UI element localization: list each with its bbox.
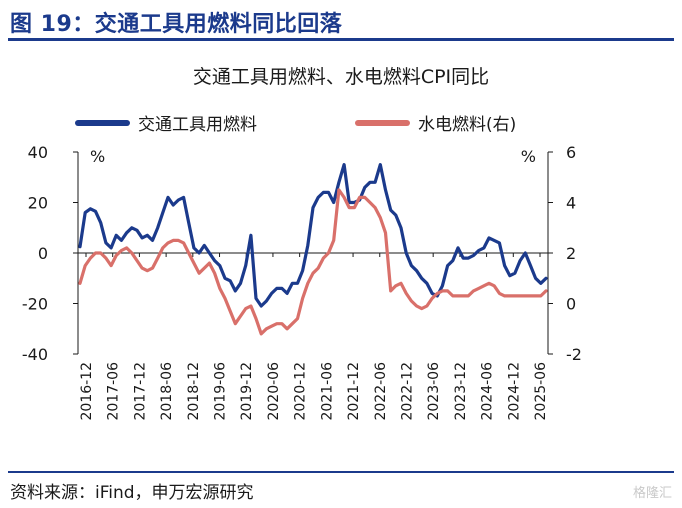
x-tick-label: 2023-12: [453, 362, 469, 421]
legend: 交通工具用燃料 水电燃料(右): [0, 110, 682, 136]
y-tick-right-label: 0: [566, 295, 576, 314]
chart-title: 交通工具用燃料、水电燃料CPI同比: [192, 66, 490, 88]
series-line-utility-fuel: [78, 188, 548, 336]
x-tick-label: 2022-06: [373, 362, 389, 421]
x-tick-label: 2020-12: [293, 362, 309, 421]
watermark-text: 格隆汇: [632, 486, 672, 501]
y-tick-left-label: -40: [22, 345, 48, 364]
y-tick-left-label: -20: [22, 295, 48, 314]
series-line-transport-fuel: [78, 163, 548, 308]
legend-label-utility-fuel: 水电燃料(右): [418, 115, 517, 135]
source-note: 资料来源：iFind，申万宏源研究: [10, 483, 254, 503]
legend-label-transport-fuel: 交通工具用燃料: [138, 115, 257, 135]
x-tick-label: 2018-06: [159, 362, 175, 421]
x-tick-label: 2025-06: [533, 362, 549, 421]
x-tick-label: 2024-06: [480, 362, 496, 421]
chart-lines: [78, 163, 548, 336]
y-tick-left-label: 20: [28, 194, 48, 213]
x-tick-label: 2017-06: [106, 362, 122, 421]
x-tick-label: 2023-06: [426, 362, 442, 421]
legend-item-transport-fuel: 交通工具用燃料: [75, 110, 257, 135]
title-rule: [8, 38, 674, 41]
y-tick-right-label: 2: [566, 244, 576, 263]
figure-title: 图 19：交通工具用燃料同比回落: [10, 12, 343, 37]
x-tick-label: 2019-12: [239, 362, 255, 421]
x-tick-label: 2021-12: [346, 362, 362, 421]
legend-item-utility-fuel: 水电燃料(右): [355, 110, 516, 135]
y-unit-left: %: [90, 147, 105, 166]
source-rule: [8, 471, 674, 473]
legend-swatch-transport-fuel: [75, 119, 130, 126]
y-tick-right-label: 6: [566, 143, 576, 162]
x-tick-label: 2021-06: [319, 362, 335, 421]
y-tick-right-label: 4: [566, 194, 576, 213]
x-tick-label: 2017-12: [132, 362, 148, 421]
y-tick-right-label: -2: [566, 345, 582, 364]
legend-swatch-utility-fuel: [355, 119, 410, 126]
x-tick-label: 2018-12: [186, 362, 202, 421]
x-tick-label: 2020-06: [266, 362, 282, 421]
y-tick-left-label: 40: [28, 143, 48, 162]
y-unit-right: %: [521, 147, 536, 166]
x-tick-label: 2024-12: [506, 362, 522, 421]
x-tick-label: 2022-12: [399, 362, 415, 421]
x-tick-label: 2019-06: [213, 362, 229, 421]
y-tick-left-label: 0: [38, 244, 48, 263]
x-tick-label: 2016-12: [79, 362, 95, 421]
